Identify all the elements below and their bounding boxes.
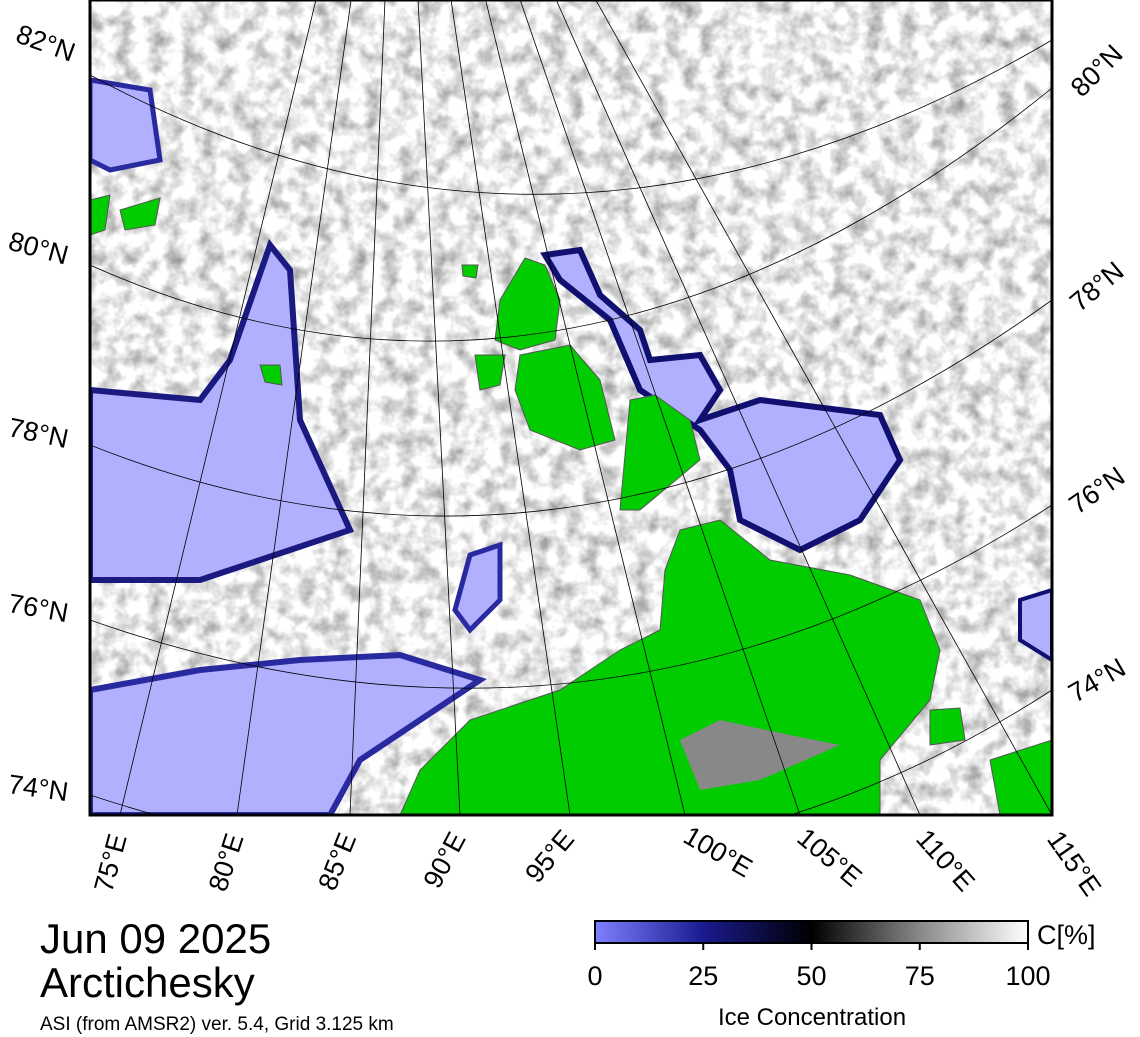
map-area — [90, 0, 1052, 815]
longitude-label: 115°E — [1041, 825, 1107, 901]
latitude-label: 74°N — [6, 769, 70, 807]
colorbar-ramp — [594, 920, 1029, 944]
longitude-label: 85°E — [312, 829, 362, 895]
longitude-label: 90°E — [417, 827, 471, 893]
latitude-label: 76°N — [1064, 461, 1131, 520]
latitude-label: 80°N — [5, 226, 71, 271]
colorbar: C[%] Ice Concentration 0 25 50 75 100 — [587, 920, 1096, 1031]
longitude-label: 80°E — [203, 830, 250, 895]
colorbar-unit: C[%] — [1037, 920, 1096, 950]
source-note: ASI (from AMSR2) ver. 5.4, Grid 3.125 km — [40, 1014, 394, 1035]
colorbar-tick-label: 75 — [905, 961, 935, 991]
latitude-label: 78°N — [1064, 256, 1129, 318]
open-water — [452, 541, 503, 634]
latitude-label: 78°N — [6, 412, 71, 454]
graticule — [90, 0, 1052, 815]
region-name: Arctichesky — [40, 959, 255, 1006]
latitude-label: 74°N — [1063, 652, 1130, 708]
map-frame — [88, 0, 1054, 817]
colorbar-tick-label: 0 — [587, 961, 602, 991]
colorbar-title: Ice Concentration — [718, 1004, 906, 1031]
open-water — [1018, 587, 1052, 663]
colorbar-tick-label: 50 — [796, 961, 826, 991]
longitude-label: 95°E — [519, 824, 580, 888]
open-water — [90, 77, 163, 173]
longitude-label: 100°E — [678, 820, 757, 883]
longitude-label: 75°E — [88, 831, 132, 896]
date-title: Jun 09 2025 — [40, 915, 271, 962]
latitude-label: 82°N — [12, 19, 79, 68]
longitude-label: 110°E — [910, 824, 980, 897]
colorbar-tick-label: 25 — [688, 961, 718, 991]
colorbar-tick-label: 100 — [1005, 961, 1050, 991]
latitude-label: 80°N — [1065, 39, 1129, 103]
latitude-label: 76°N — [6, 588, 71, 628]
open-water — [90, 238, 355, 583]
longitude-label: 105°E — [792, 822, 868, 892]
highland — [680, 720, 840, 790]
